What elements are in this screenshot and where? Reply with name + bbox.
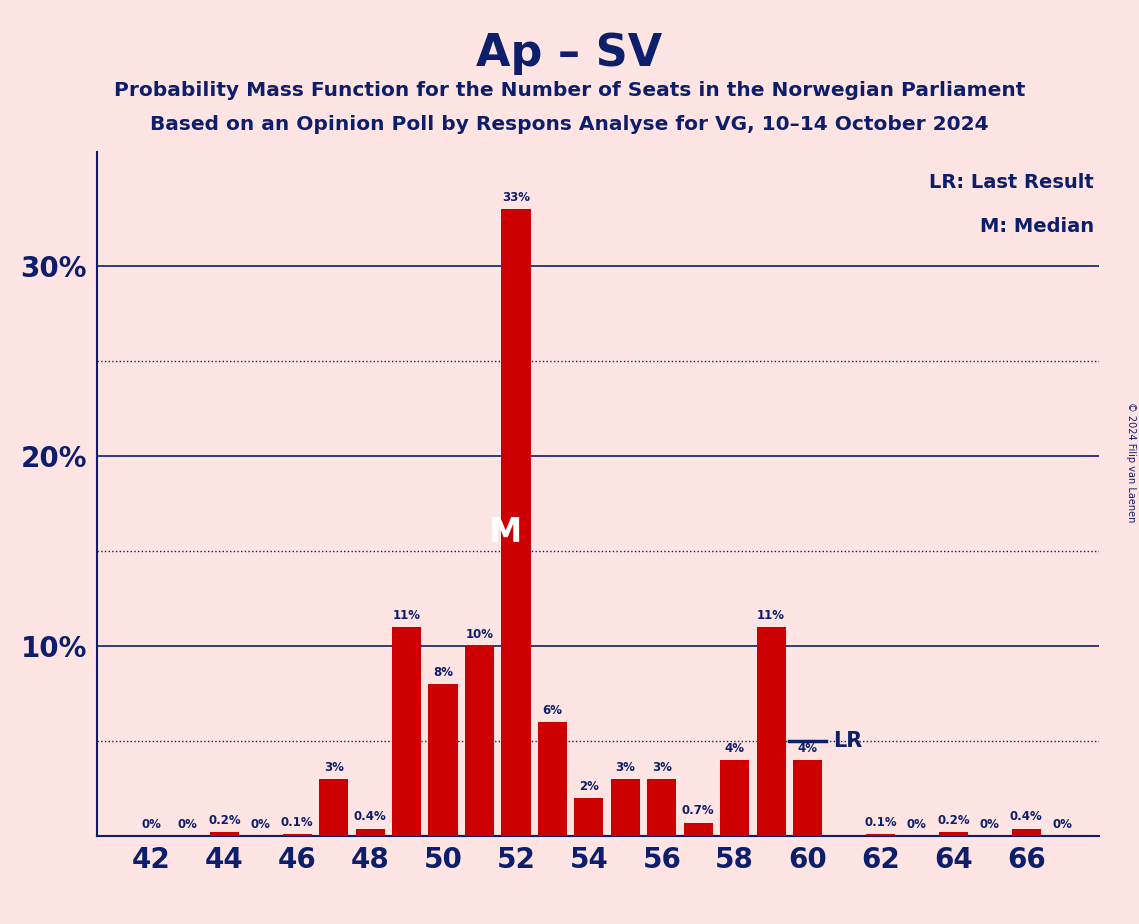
- Text: 0%: 0%: [178, 818, 198, 831]
- Text: 0%: 0%: [907, 818, 927, 831]
- Text: 0.1%: 0.1%: [865, 816, 896, 829]
- Bar: [392, 627, 421, 836]
- Bar: [428, 685, 458, 836]
- Bar: [319, 779, 349, 836]
- Bar: [1011, 829, 1041, 836]
- Text: LR: LR: [833, 731, 862, 751]
- Bar: [355, 829, 385, 836]
- Text: 0.4%: 0.4%: [1010, 810, 1042, 823]
- Bar: [939, 833, 968, 836]
- Text: 0.1%: 0.1%: [281, 816, 313, 829]
- Text: 2%: 2%: [579, 780, 599, 793]
- Bar: [282, 834, 312, 836]
- Text: 0%: 0%: [251, 818, 271, 831]
- Bar: [756, 627, 786, 836]
- Text: 0.2%: 0.2%: [937, 814, 969, 827]
- Text: 0%: 0%: [1052, 818, 1073, 831]
- Bar: [465, 646, 494, 836]
- Text: 3%: 3%: [615, 760, 636, 773]
- Text: M: M: [489, 516, 522, 549]
- Bar: [720, 760, 749, 836]
- Bar: [647, 779, 677, 836]
- Text: 33%: 33%: [502, 190, 530, 204]
- Text: 0.2%: 0.2%: [208, 814, 240, 827]
- Text: 8%: 8%: [433, 665, 453, 678]
- Text: 10%: 10%: [466, 627, 493, 640]
- Text: 0.7%: 0.7%: [682, 804, 714, 817]
- Text: 0%: 0%: [141, 818, 162, 831]
- Text: 0.4%: 0.4%: [354, 810, 386, 823]
- Bar: [793, 760, 822, 836]
- Bar: [574, 798, 604, 836]
- Text: 11%: 11%: [393, 609, 420, 622]
- Bar: [538, 723, 567, 836]
- Text: 3%: 3%: [652, 760, 672, 773]
- Bar: [501, 210, 531, 836]
- Text: 4%: 4%: [724, 742, 745, 755]
- Bar: [866, 834, 895, 836]
- Bar: [611, 779, 640, 836]
- Text: LR: Last Result: LR: Last Result: [929, 173, 1095, 192]
- Text: 11%: 11%: [757, 609, 785, 622]
- Text: 6%: 6%: [542, 703, 563, 717]
- Bar: [683, 823, 713, 836]
- Text: Based on an Opinion Poll by Respons Analyse for VG, 10–14 October 2024: Based on an Opinion Poll by Respons Anal…: [150, 115, 989, 134]
- Text: Probability Mass Function for the Number of Seats in the Norwegian Parliament: Probability Mass Function for the Number…: [114, 81, 1025, 101]
- Text: 0%: 0%: [980, 818, 1000, 831]
- Text: © 2024 Filip van Laenen: © 2024 Filip van Laenen: [1125, 402, 1136, 522]
- Text: 4%: 4%: [797, 742, 818, 755]
- Bar: [210, 833, 239, 836]
- Text: M: Median: M: Median: [980, 217, 1095, 237]
- Text: 3%: 3%: [323, 760, 344, 773]
- Text: Ap – SV: Ap – SV: [476, 32, 663, 76]
